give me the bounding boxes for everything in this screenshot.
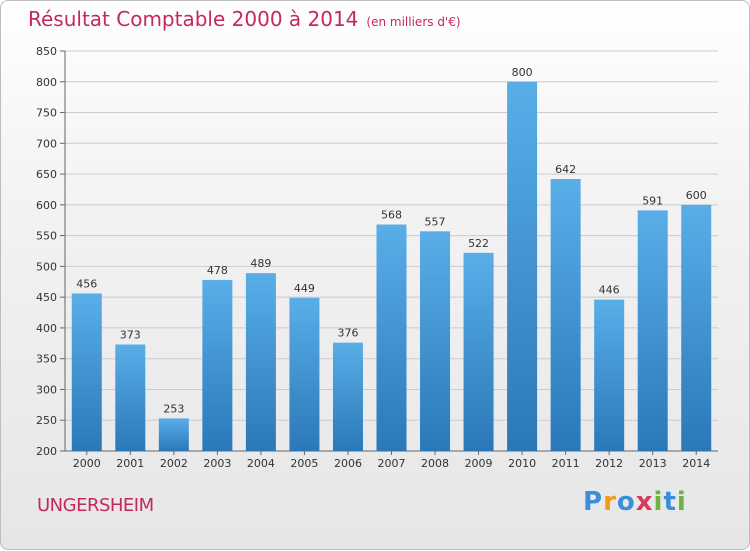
logo-letter: P	[583, 487, 604, 517]
y-tick-label: 600	[36, 199, 57, 212]
logo-letter: t	[663, 487, 677, 517]
bar-2000	[71, 293, 102, 451]
x-tick-label: 2008	[421, 457, 449, 470]
x-tick-label: 2009	[465, 457, 493, 470]
y-tick-label: 350	[36, 353, 57, 366]
y-tick-label: 550	[36, 230, 57, 243]
logo-letter: o	[616, 487, 636, 517]
logo-letter: r	[603, 487, 617, 517]
x-tick-label: 2011	[552, 457, 580, 470]
bar-2013	[637, 210, 668, 451]
y-tick-label: 750	[36, 107, 57, 120]
chart-title: Résultat Comptable 2000 à 2014 (en millie…	[28, 7, 461, 31]
logo-letter: x	[635, 487, 654, 517]
data-label: 478	[207, 264, 228, 277]
bar-2001	[115, 344, 146, 451]
bar-2006	[332, 342, 363, 451]
bar-2003	[202, 279, 233, 451]
x-tick-label: 2002	[160, 457, 188, 470]
y-tick-label: 200	[36, 445, 57, 458]
y-tick-label: 300	[36, 383, 57, 396]
logo-letter: i	[676, 487, 687, 517]
y-tick-label: 450	[36, 291, 57, 304]
y-tick-label: 700	[36, 137, 57, 150]
data-label: 557	[425, 215, 446, 228]
bar-2014	[681, 204, 712, 451]
proxiti-logo: Proxiti	[583, 487, 687, 517]
data-label: 449	[294, 282, 315, 295]
y-tick-label: 800	[36, 76, 57, 89]
chart-subtitle: (en milliers d'€)	[366, 15, 461, 29]
chart-title-text: Résultat Comptable 2000 à 2014	[28, 7, 359, 31]
x-tick-label: 2001	[116, 457, 144, 470]
data-label: 253	[163, 402, 184, 415]
y-tick-label: 650	[36, 168, 57, 181]
bar-2002	[158, 418, 189, 451]
town-name: UNGERSHEIM	[37, 495, 154, 516]
x-tick-label: 2004	[247, 457, 275, 470]
x-tick-label: 2000	[73, 457, 101, 470]
data-label: 376	[337, 327, 358, 340]
y-tick-label: 850	[36, 45, 57, 58]
data-labels: 456 373 253 478 489 449 376 568 557 522 800 642 446 5…	[76, 66, 706, 416]
x-tick-label: 2003	[203, 457, 231, 470]
bar-2005	[289, 297, 320, 451]
data-label: 600	[686, 189, 707, 202]
x-tick-label: 2014	[682, 457, 710, 470]
bar-2004	[245, 273, 276, 451]
data-label: 456	[76, 277, 97, 290]
x-tick-label: 2012	[595, 457, 623, 470]
y-tick-labels: 200 250 300 350 400 450 500 550 600 650 700 750 800 8…	[36, 45, 57, 458]
data-label: 446	[599, 284, 620, 297]
x-tick-label: 2013	[639, 457, 667, 470]
y-tick-label: 250	[36, 414, 57, 427]
bar-2007	[376, 224, 407, 451]
data-label: 642	[555, 163, 576, 176]
x-tick-label: 2007	[378, 457, 406, 470]
bar-2012	[594, 299, 625, 451]
bar-2010	[507, 81, 538, 452]
bar-2008	[420, 231, 451, 451]
data-label: 591	[642, 194, 663, 207]
x-tick-label: 2005	[290, 457, 318, 470]
bars	[71, 81, 712, 452]
data-label: 568	[381, 209, 402, 222]
data-label: 489	[250, 257, 271, 270]
y-tick-label: 400	[36, 322, 57, 335]
data-label: 800	[512, 66, 533, 79]
x-tick-label: 2010	[508, 457, 536, 470]
x-tick-label: 2006	[334, 457, 362, 470]
bar-2011	[550, 179, 581, 451]
x-tick-labels: 2000 2001 2002 2003 2004 2005 2006 2007 2008 2009…	[73, 451, 710, 470]
y-tick-label: 500	[36, 260, 57, 273]
data-label: 522	[468, 237, 489, 250]
logo-letter: i	[653, 487, 664, 517]
bar-2009	[463, 252, 494, 451]
data-label: 373	[120, 329, 141, 342]
